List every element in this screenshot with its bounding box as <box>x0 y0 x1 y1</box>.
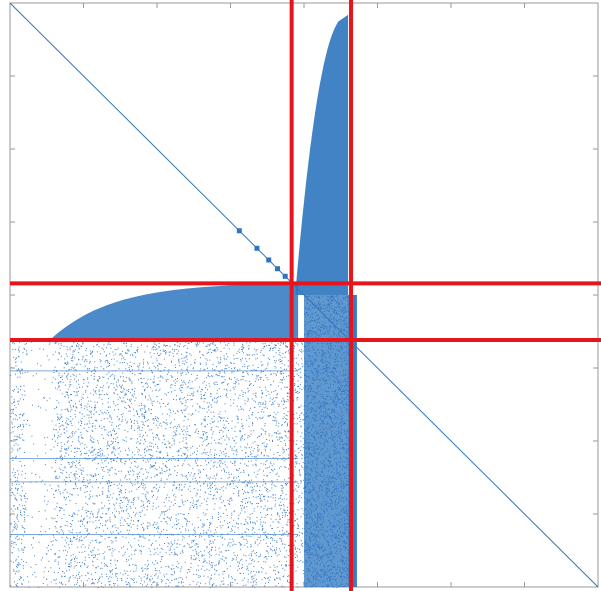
diagonal-blob <box>275 266 281 272</box>
diagonal-blob <box>254 245 260 251</box>
diagonal-blob <box>282 273 288 279</box>
partition-lines <box>10 0 601 591</box>
diagonal-blob <box>266 257 272 263</box>
vertical-band-dots <box>304 295 350 588</box>
upper-right-profile <box>295 14 349 296</box>
dense-vertical-band <box>304 295 349 587</box>
diagonal-blob <box>236 228 242 234</box>
middle-profile <box>51 283 299 339</box>
